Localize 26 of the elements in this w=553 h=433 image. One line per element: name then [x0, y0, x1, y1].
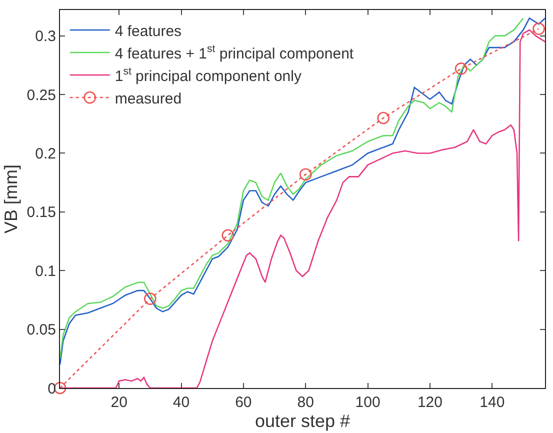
point [377, 112, 390, 124]
x-tick-label: 120 [417, 394, 442, 411]
x-axis-title: outer step # [254, 411, 350, 431]
y-tick-label: 0.3 [35, 28, 56, 46]
point [532, 22, 545, 35]
y-tick-label: 0 [48, 380, 56, 398]
x-tick-label: 140 [480, 394, 505, 411]
legend-label: 1$^{st}$ principal component only [114, 66, 302, 85]
x-tick-label: 100 [355, 394, 380, 411]
legend-label: measured [114, 90, 182, 108]
legend-label: 4 features + 1$^{st}$ principal component [114, 43, 354, 62]
y-axis-title: VB [mm] [0, 164, 21, 234]
y-tick-label: 0.05 [26, 322, 56, 339]
legend-label: 4 features [114, 22, 182, 40]
y-tick-label: 0.2 [35, 145, 56, 162]
x-tick-label: 60 [235, 394, 252, 411]
y-tick-label: 0.1 [35, 262, 56, 280]
y-tick-label: 0.25 [26, 86, 56, 104]
point [144, 292, 156, 305]
x-tick-label: 80 [297, 394, 314, 411]
x-tick-label: 20 [110, 394, 128, 411]
x-tick-label: 40 [172, 394, 190, 411]
point [299, 168, 312, 180]
point [222, 229, 234, 242]
point [454, 62, 468, 75]
y-tick-label: 0.15 [26, 204, 56, 222]
